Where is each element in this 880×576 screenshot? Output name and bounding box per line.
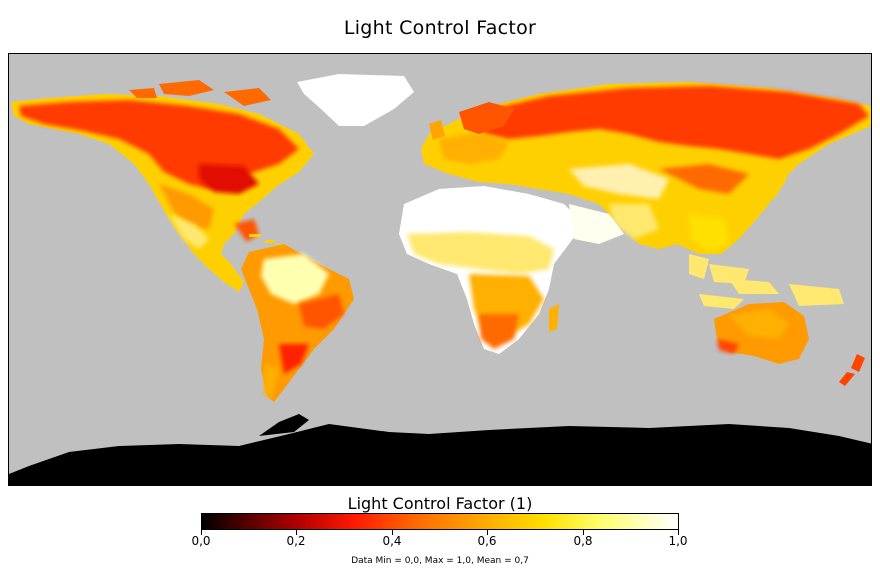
scandinavia — [459, 102, 514, 134]
colorbar-tick — [583, 530, 584, 535]
world-map — [8, 53, 872, 486]
map-canvas — [9, 74, 871, 485]
north-america — [11, 94, 314, 292]
colorbar-label: 0,2 — [286, 534, 306, 548]
arctic-islands — [129, 80, 271, 106]
colorbar-label: 0,4 — [382, 534, 402, 548]
map-title: Light Control Factor — [343, 17, 537, 39]
colorbar-title: Light Control Factor (1) — [347, 494, 533, 513]
data-stats: Data Min = 0,0, Max = 1,0, Mean = 0,7 — [351, 556, 529, 566]
colorbar-tick — [296, 530, 297, 535]
british-isles — [429, 120, 445, 140]
southeast-asia — [689, 254, 844, 309]
colorbar — [201, 513, 679, 530]
australia — [714, 302, 809, 364]
colorbar-tick — [487, 530, 488, 535]
caribbean — [249, 234, 283, 247]
japan — [757, 164, 787, 204]
colorbar-label: 0,8 — [573, 534, 593, 548]
south-america — [241, 244, 354, 402]
greenland — [297, 74, 414, 126]
africa — [399, 186, 624, 354]
colorbar-tick — [678, 530, 679, 535]
colorbar-label: 0,6 — [477, 534, 497, 548]
eurasia — [421, 82, 871, 254]
colorbar-label: 1,0 — [668, 534, 688, 548]
antarctica — [9, 414, 871, 485]
colorbar-tick — [392, 530, 393, 535]
colorbar-label: 0,0 — [191, 534, 211, 548]
colorbar-tick — [201, 530, 202, 535]
new-zealand — [839, 354, 865, 386]
